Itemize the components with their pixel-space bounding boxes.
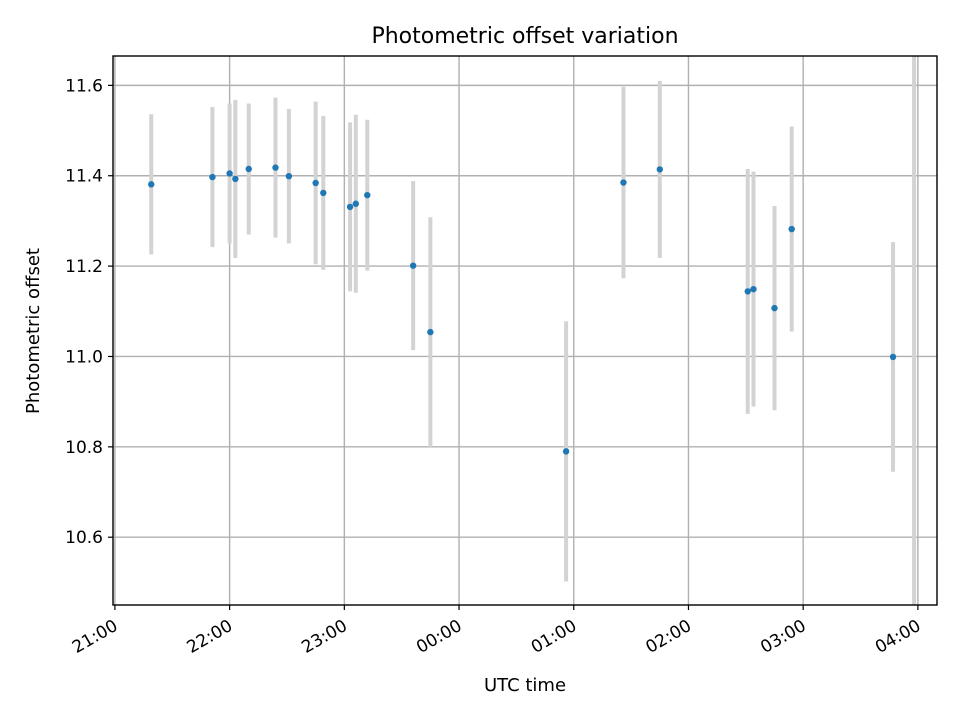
data-points — [148, 164, 897, 455]
data-point — [889, 353, 897, 361]
data-point — [656, 166, 663, 173]
data-point — [312, 179, 319, 187]
y-tick-label: 10.8 — [65, 438, 103, 458]
data-point — [285, 172, 293, 180]
grid — [113, 56, 937, 605]
data-point — [562, 448, 570, 455]
data-point — [352, 200, 360, 207]
y-tick-label: 11.4 — [65, 167, 103, 187]
data-point — [232, 175, 239, 183]
x-tick-label: 00:00 — [413, 616, 465, 658]
data-point — [750, 285, 757, 293]
x-tick-label: 23:00 — [298, 616, 350, 658]
data-point — [272, 164, 279, 171]
x-tick-label: 21:00 — [69, 616, 121, 658]
x-axis-ticks: 21:00 22:00 23:00 00:00 01:00 02:00 03:00 04:00 — [69, 605, 924, 658]
data-point — [788, 225, 795, 233]
y-tick-label: 11.2 — [65, 257, 103, 277]
data-point — [245, 165, 252, 173]
x-axis-label: UTC time — [484, 675, 566, 696]
data-point — [148, 181, 155, 188]
data-point — [226, 170, 233, 177]
x-tick-label: 02:00 — [643, 616, 695, 658]
y-tick-label: 11.6 — [65, 76, 103, 96]
y-axis-ticks: 10.6 10.8 11.0 11.2 11.4 11.6 — [65, 76, 113, 548]
data-point — [346, 203, 354, 211]
y-tick-label: 10.6 — [65, 528, 103, 548]
data-point — [771, 304, 778, 312]
data-point — [320, 189, 327, 197]
x-tick-label: 04:00 — [872, 616, 924, 658]
x-tick-label: 03:00 — [757, 616, 809, 658]
plot-frame — [112, 55, 938, 606]
error-bars — [149, 56, 917, 605]
y-tick-label: 11.0 — [65, 347, 103, 367]
chart-title: Photometric offset variation — [371, 24, 678, 49]
data-point — [209, 173, 216, 181]
data-point — [620, 179, 627, 186]
data-point — [744, 288, 751, 295]
y-axis-label: Photometric offset — [23, 248, 44, 414]
data-point — [364, 191, 371, 199]
x-tick-label: 22:00 — [184, 616, 236, 658]
x-tick-label: 01:00 — [528, 616, 580, 658]
data-point — [427, 328, 434, 336]
data-point — [409, 262, 417, 269]
